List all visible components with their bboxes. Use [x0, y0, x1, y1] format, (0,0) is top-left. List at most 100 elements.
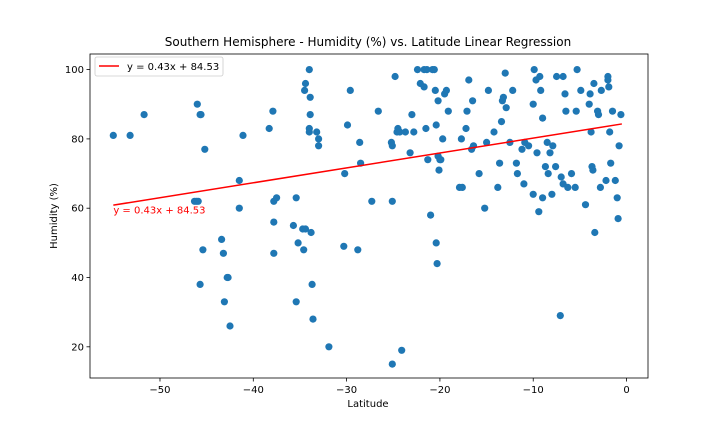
data-point: [424, 156, 432, 164]
data-point: [469, 97, 477, 105]
data-point: [537, 86, 545, 94]
y-axis-ticks: 20 40 60 80 100: [65, 65, 90, 353]
data-point: [541, 163, 550, 171]
data-point: [543, 138, 551, 146]
data-point: [265, 124, 273, 133]
data-point: [501, 69, 509, 77]
data-point: [434, 97, 442, 105]
data-point: [398, 346, 406, 354]
data-point: [315, 135, 323, 143]
data-point: [301, 86, 309, 94]
data-point: [602, 176, 610, 185]
data-point: [437, 156, 445, 164]
data-point: [442, 86, 450, 94]
data-point: [549, 142, 557, 150]
data-point: [606, 128, 614, 136]
data-point: [406, 149, 414, 157]
data-point: [572, 107, 580, 115]
data-point: [484, 86, 492, 94]
data-point: [562, 107, 570, 115]
data-point: [401, 128, 409, 136]
data-point: [308, 280, 316, 288]
legend: y = 0.43x + 84.53: [94, 56, 224, 77]
data-point: [433, 260, 441, 268]
x-tick-label: −50: [149, 385, 170, 396]
data-point: [465, 76, 473, 84]
data-point: [109, 131, 117, 139]
data-point: [591, 228, 599, 237]
data-point: [529, 190, 537, 198]
data-point: [457, 135, 465, 143]
x-tick-label: 0: [623, 385, 629, 396]
data-point: [292, 298, 300, 306]
data-point: [346, 86, 354, 94]
data-point: [552, 163, 560, 171]
data-point: [305, 66, 313, 74]
data-point: [309, 315, 317, 323]
x-tick-label: −40: [243, 385, 264, 396]
data-point: [343, 121, 352, 129]
data-point: [413, 66, 422, 74]
data-point: [597, 86, 605, 94]
data-point: [546, 149, 554, 157]
data-point: [196, 280, 204, 288]
data-point: [490, 128, 498, 136]
y-axis-label: Humidity (%): [49, 183, 60, 249]
data-point: [539, 194, 547, 202]
data-point: [354, 246, 362, 254]
data-point: [475, 170, 483, 178]
x-tick-label: −10: [523, 385, 544, 396]
data-point: [427, 211, 435, 219]
data-point: [439, 135, 447, 143]
data-point: [226, 322, 234, 330]
data-point: [589, 166, 597, 174]
data-point: [388, 360, 396, 368]
data-point: [325, 343, 333, 351]
data-point: [199, 246, 207, 254]
data-point: [126, 131, 134, 139]
data-point: [502, 104, 510, 112]
data-point: [529, 100, 537, 108]
data-point: [556, 312, 564, 320]
data-point: [607, 159, 615, 167]
data-point: [313, 128, 321, 136]
data-point: [581, 201, 590, 209]
x-tick-label: −20: [429, 385, 450, 396]
legend-box: [94, 56, 224, 77]
data-point: [525, 142, 533, 150]
data-point: [219, 249, 227, 257]
data-point: [201, 145, 209, 153]
data-point: [559, 72, 567, 81]
chart-title: Southern Hemisphere - Humidity (%) vs. L…: [165, 35, 571, 49]
data-point: [305, 128, 313, 136]
data-point: [235, 204, 243, 212]
data-point: [463, 107, 471, 115]
data-point: [587, 128, 595, 136]
data-point: [388, 197, 396, 205]
data-point: [494, 183, 502, 191]
data-point: [194, 197, 202, 205]
data-point: [388, 142, 396, 150]
regression-equation-annotation: y = 0.43x + 84.53: [113, 205, 205, 216]
data-point: [197, 111, 205, 119]
data-point: [573, 66, 581, 74]
data-point: [396, 128, 404, 136]
y-tick-label: 60: [71, 204, 84, 215]
data-point: [340, 242, 348, 250]
data-point: [564, 183, 572, 191]
data-point: [548, 190, 556, 198]
data-point: [430, 66, 438, 74]
data-point: [567, 170, 576, 178]
regression-line: [113, 123, 622, 206]
data-point: [604, 76, 612, 84]
data-point: [518, 145, 526, 153]
y-tick-label: 40: [71, 273, 84, 284]
data-point: [235, 176, 243, 185]
data-point: [301, 79, 310, 88]
data-point: [585, 100, 593, 108]
data-point: [577, 86, 585, 94]
data-point: [273, 194, 281, 202]
data-point: [594, 111, 603, 119]
data-point: [513, 170, 522, 178]
